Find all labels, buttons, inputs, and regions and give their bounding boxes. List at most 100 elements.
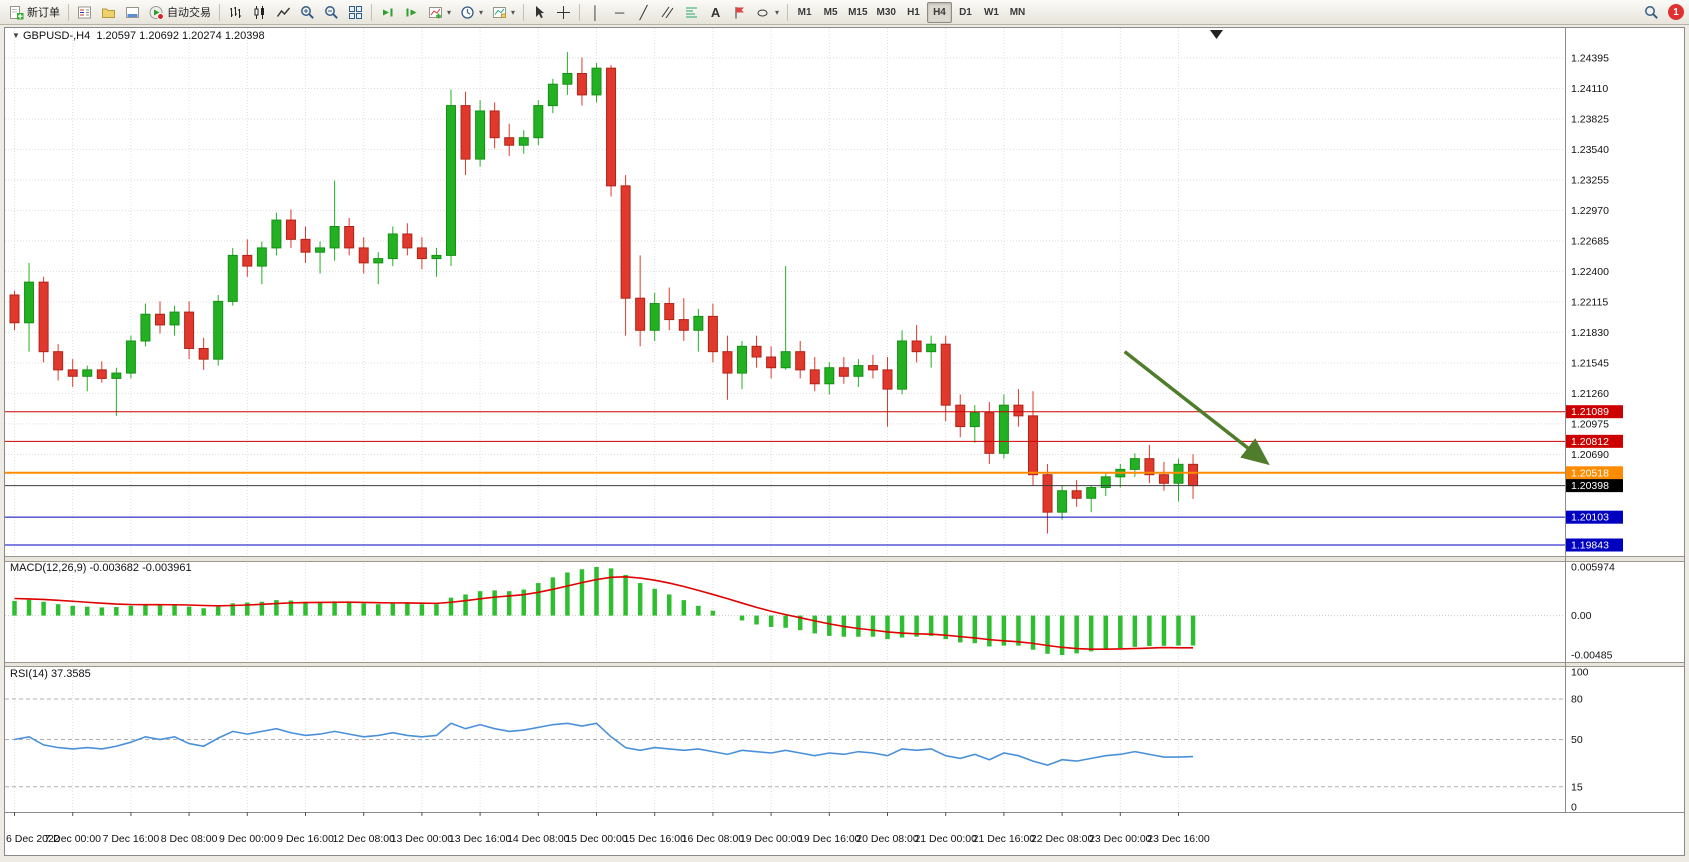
timeframe-h1-button[interactable]: H1 (901, 2, 926, 23)
svg-text:1.22970: 1.22970 (1571, 205, 1609, 217)
timeframe-h4-button[interactable]: H4 (926, 1, 952, 23)
timeframe-m1-button[interactable]: M1 (792, 2, 817, 23)
dropdown-arrow-icon: ▾ (511, 7, 516, 17)
trendline-icon: ╱ (639, 4, 648, 20)
label-button[interactable] (728, 2, 751, 23)
chart-canvas[interactable]: 1.24395 1.24110 1.23825 1.23540 1.23255 1.229… (4, 27, 1685, 856)
shapes-button[interactable]: ▾ (752, 2, 783, 23)
timeframe-m30-button[interactable]: M30 (873, 2, 900, 23)
vertical-line-button[interactable]: │ (584, 2, 607, 23)
candlestick-chart-icon (254, 5, 264, 19)
indicators-button[interactable]: ▾ (424, 2, 455, 23)
cursor-button[interactable] (528, 2, 551, 23)
macd-signal-line (14, 575, 1194, 651)
chart-shift-button[interactable] (400, 2, 423, 23)
svg-text:21 Dec 16:00: 21 Dec 16:00 (973, 833, 1036, 845)
periods-button[interactable]: ▾ (456, 2, 487, 23)
templates-button[interactable]: ▾ (488, 2, 519, 23)
svg-text:1.24110: 1.24110 (1571, 83, 1608, 95)
svg-text:0.00: 0.00 (1571, 610, 1592, 622)
channel-button[interactable] (656, 2, 679, 23)
separator (371, 3, 372, 21)
autotrading-label: 自动交易 (167, 7, 211, 19)
svg-text:23 Dec 16:00: 23 Dec 16:00 (1147, 833, 1210, 845)
svg-text:19 Dec 16:00: 19 Dec 16:00 (798, 833, 861, 845)
terminal-button[interactable] (121, 2, 144, 23)
chart-symbol-info: ▼ GBPUSD-,H4 1.20597 1.20692 1.20274 1.2… (12, 30, 265, 42)
svg-text:1.23255: 1.23255 (1571, 174, 1609, 186)
timeframe-w1-button[interactable]: W1 (979, 2, 1004, 23)
panel-separator[interactable] (4, 662, 1685, 667)
fibonacci-button[interactable] (680, 2, 703, 23)
separator (579, 3, 581, 21)
horizontal-lines (5, 411, 1565, 546)
panel-separator[interactable] (4, 556, 1685, 562)
svg-text:13 Dec 00:00: 13 Dec 00:00 (391, 833, 454, 845)
dropdown-arrow-icon: ▾ (479, 7, 484, 17)
svg-text:15 Dec 16:00: 15 Dec 16:00 (623, 833, 686, 845)
price-axis: 1.24395 1.24110 1.23825 1.23540 1.23255 1.229… (1571, 53, 1609, 461)
chart-area: 1.24395 1.24110 1.23825 1.23540 1.23255 1.229… (0, 25, 1689, 862)
tile-windows-button[interactable] (344, 2, 367, 23)
zoom-out-icon (325, 5, 338, 19)
line-chart-icon (276, 7, 291, 17)
vertical-line-icon: │ (591, 4, 600, 20)
new-order-button[interactable]: 新订单 (5, 2, 64, 23)
search-button[interactable] (1640, 2, 1663, 23)
bar-chart-button[interactable] (224, 2, 247, 23)
timeframe-m15-button[interactable]: M15 (844, 2, 871, 23)
label-flag-icon (735, 6, 745, 18)
navigator-button[interactable] (97, 2, 120, 23)
svg-text:15 Dec 00:00: 15 Dec 00:00 (565, 833, 628, 845)
horizontal-line-button[interactable]: ─ (608, 2, 631, 23)
auto-scroll-icon (383, 8, 393, 16)
svg-text:1.21260: 1.21260 (1571, 388, 1609, 400)
rsi-line (14, 722, 1194, 766)
svg-text:1.19843: 1.19843 (1571, 540, 1609, 552)
svg-text:1.21830: 1.21830 (1571, 327, 1609, 339)
svg-text:14 Dec 08:00: 14 Dec 08:00 (507, 833, 570, 845)
trend-arrow[interactable] (1123, 350, 1270, 466)
svg-text:0: 0 (1571, 802, 1577, 814)
zoom-out-button[interactable] (320, 2, 343, 23)
autotrading-button[interactable]: 自动交易 (145, 2, 215, 23)
svg-text:9 Dec 16:00: 9 Dec 16:00 (277, 833, 334, 845)
text-button[interactable]: A (704, 2, 727, 23)
svg-text:22 Dec 08:00: 22 Dec 08:00 (1031, 833, 1094, 845)
notification-badge[interactable]: 1 (1668, 4, 1684, 20)
crosshair-icon (557, 5, 571, 19)
separator (219, 3, 220, 21)
zoom-in-icon (301, 5, 314, 19)
candlestick-chart-button[interactable] (248, 2, 271, 23)
svg-text:1.24395: 1.24395 (1571, 53, 1609, 65)
templates-icon (493, 6, 507, 18)
notification-count: 1 (1673, 6, 1679, 18)
oneclick-trading-toggle-icon[interactable]: ▼ (12, 31, 20, 40)
svg-text:23 Dec 00:00: 23 Dec 00:00 (1089, 833, 1152, 845)
timeframe-mn-button[interactable]: MN (1005, 2, 1030, 23)
svg-text:1.20103: 1.20103 (1571, 512, 1609, 524)
rsi-name: RSI(14) (10, 668, 48, 680)
macd-histogram (5, 567, 1564, 655)
svg-text:15: 15 (1571, 781, 1583, 793)
trendline-button[interactable]: ╱ (632, 2, 655, 23)
chart-shift-icon (406, 8, 417, 16)
svg-text:7 Dec 00:00: 7 Dec 00:00 (44, 833, 101, 845)
line-chart-button[interactable] (272, 2, 295, 23)
svg-text:1.20812: 1.20812 (1571, 436, 1609, 448)
svg-text:1.20398: 1.20398 (1571, 480, 1609, 492)
crosshair-button[interactable] (552, 2, 575, 23)
macd-axis: 0.005974 0.00 -0.00485 (1571, 562, 1615, 662)
auto-scroll-button[interactable] (376, 2, 399, 23)
macd-current-values: -0.003682 -0.003961 (89, 562, 192, 574)
chart-shift-marker[interactable] (1210, 30, 1223, 39)
timeframe-d1-button[interactable]: D1 (953, 2, 978, 23)
channel-icon (661, 6, 674, 18)
zoom-in-button[interactable] (296, 2, 319, 23)
market-watch-button[interactable] (73, 2, 96, 23)
separator (523, 3, 525, 21)
indicators-icon (429, 6, 442, 18)
timeframe-m5-button[interactable]: M5 (818, 2, 843, 23)
chart-symbol-period: GBPUSD-,H4 (22, 30, 91, 42)
